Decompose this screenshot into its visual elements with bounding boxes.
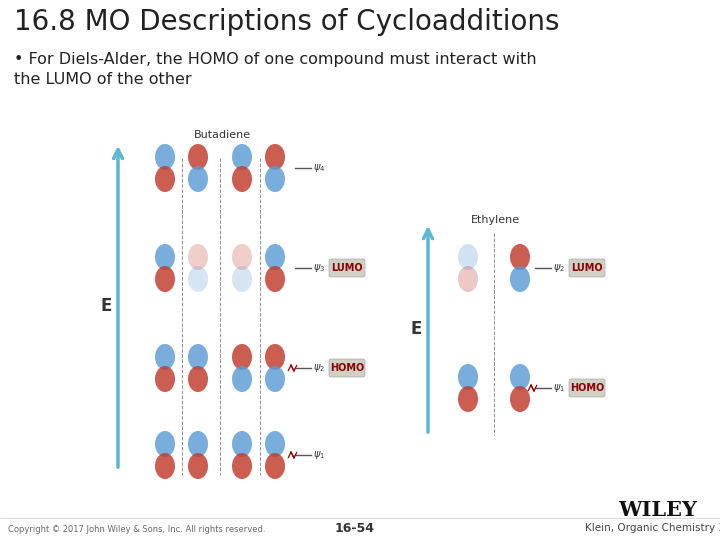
Ellipse shape (265, 366, 285, 392)
Text: HOMO: HOMO (330, 363, 364, 373)
Ellipse shape (232, 144, 252, 170)
Text: Butadiene: Butadiene (194, 130, 251, 140)
Ellipse shape (232, 166, 252, 192)
Text: $\psi_3$: $\psi_3$ (313, 262, 325, 274)
Text: WILEY: WILEY (618, 500, 698, 520)
Text: $\psi_2$: $\psi_2$ (313, 362, 325, 374)
FancyBboxPatch shape (329, 259, 365, 277)
Ellipse shape (232, 453, 252, 479)
Ellipse shape (510, 364, 530, 390)
Text: Klein, Organic Chemistry 3e: Klein, Organic Chemistry 3e (585, 523, 720, 533)
Ellipse shape (155, 344, 175, 370)
Ellipse shape (458, 364, 478, 390)
Ellipse shape (232, 344, 252, 370)
Ellipse shape (510, 244, 530, 270)
Ellipse shape (188, 453, 208, 479)
Text: $\psi_1$: $\psi_1$ (313, 449, 325, 461)
Ellipse shape (232, 431, 252, 457)
Ellipse shape (155, 266, 175, 292)
Ellipse shape (265, 144, 285, 170)
Ellipse shape (232, 244, 252, 270)
Ellipse shape (265, 344, 285, 370)
Text: LUMO: LUMO (331, 263, 363, 273)
Ellipse shape (155, 431, 175, 457)
Ellipse shape (188, 166, 208, 192)
Text: $\psi_4$: $\psi_4$ (313, 162, 325, 174)
Text: Ethylene: Ethylene (470, 215, 520, 225)
Ellipse shape (265, 431, 285, 457)
Ellipse shape (155, 453, 175, 479)
FancyBboxPatch shape (329, 359, 365, 377)
FancyBboxPatch shape (569, 259, 605, 277)
Ellipse shape (155, 166, 175, 192)
Ellipse shape (155, 144, 175, 170)
Text: E: E (410, 320, 422, 338)
Ellipse shape (510, 266, 530, 292)
Ellipse shape (265, 453, 285, 479)
Ellipse shape (188, 144, 208, 170)
Ellipse shape (188, 366, 208, 392)
Text: E: E (100, 297, 112, 315)
Text: 16-54: 16-54 (335, 523, 375, 536)
Ellipse shape (188, 431, 208, 457)
Ellipse shape (188, 244, 208, 270)
Text: HOMO: HOMO (570, 383, 604, 393)
Ellipse shape (155, 244, 175, 270)
Ellipse shape (510, 386, 530, 412)
Text: LUMO: LUMO (571, 263, 603, 273)
Ellipse shape (232, 266, 252, 292)
Ellipse shape (458, 266, 478, 292)
Text: $\psi_2$: $\psi_2$ (553, 262, 565, 274)
Ellipse shape (265, 244, 285, 270)
Ellipse shape (188, 266, 208, 292)
Text: 16.8 MO Descriptions of Cycloadditions: 16.8 MO Descriptions of Cycloadditions (14, 8, 559, 36)
Ellipse shape (265, 166, 285, 192)
Ellipse shape (188, 344, 208, 370)
Text: $\psi_1$: $\psi_1$ (553, 382, 565, 394)
Ellipse shape (155, 366, 175, 392)
FancyBboxPatch shape (569, 379, 605, 397)
Ellipse shape (232, 366, 252, 392)
Ellipse shape (265, 266, 285, 292)
Ellipse shape (458, 386, 478, 412)
Text: • For Diels-Alder, the HOMO of one compound must interact with
the LUMO of the o: • For Diels-Alder, the HOMO of one compo… (14, 52, 536, 87)
Text: Copyright © 2017 John Wiley & Sons, Inc. All rights reserved.: Copyright © 2017 John Wiley & Sons, Inc.… (8, 524, 266, 534)
Ellipse shape (458, 244, 478, 270)
